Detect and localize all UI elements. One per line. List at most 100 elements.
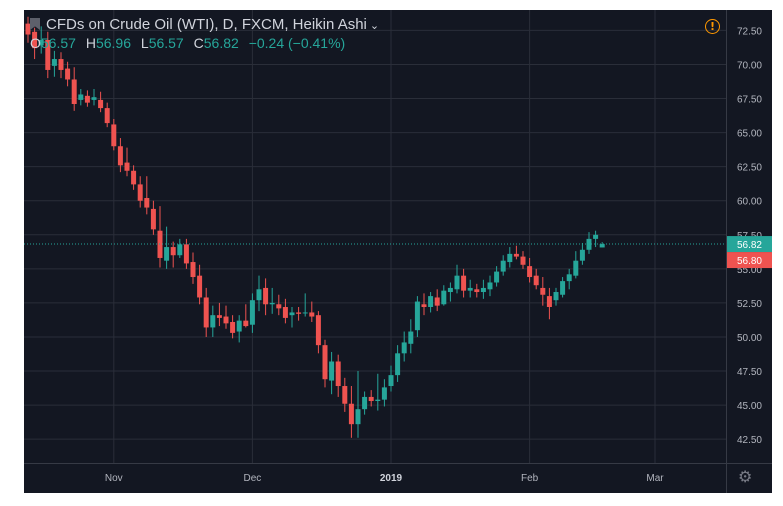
candle-body xyxy=(282,307,288,318)
candle-body xyxy=(487,282,493,290)
y-tick-label: 52.50 xyxy=(737,299,762,310)
chevron-down-icon[interactable]: ⌄ xyxy=(369,20,380,32)
candle-body xyxy=(249,300,255,325)
ohlc-values: O56.57 H56.96 L56.57 C56.82 −0.24 (−0.41… xyxy=(30,35,379,51)
y-tick-label: 72.50 xyxy=(737,26,762,37)
candle-body xyxy=(527,266,533,278)
candle-body xyxy=(177,244,183,256)
candle-body xyxy=(566,274,572,282)
last-price-tag-label: 56.82 xyxy=(737,240,762,251)
candle-body xyxy=(164,247,170,261)
y-tick-label: 62.50 xyxy=(737,163,762,174)
candle-body xyxy=(579,249,585,261)
candle-body xyxy=(408,331,414,344)
candle-body xyxy=(91,97,97,100)
candle-body xyxy=(421,304,427,308)
candle-body xyxy=(190,262,196,278)
candle-body xyxy=(25,23,31,35)
candle-body xyxy=(454,275,460,290)
candle-body xyxy=(474,289,480,293)
candle-body xyxy=(124,162,130,171)
candle-body xyxy=(428,296,434,308)
candle-body xyxy=(362,396,368,410)
candle-body xyxy=(560,281,566,295)
x-tick-label: Nov xyxy=(105,473,123,484)
symbol-title[interactable]: CFDs on Crude Oil (WTI), D, FXCM, Heikin… xyxy=(46,16,367,33)
prev-price-tag-label: 56.80 xyxy=(737,256,762,267)
candle-body xyxy=(375,399,381,402)
candle-body xyxy=(381,387,387,400)
y-tick-label: 67.50 xyxy=(737,95,762,106)
candle-body xyxy=(32,31,38,49)
close-label: C xyxy=(193,35,204,51)
candle-body xyxy=(388,375,394,387)
chart-legend: CFDs on Crude Oil (WTI), D, FXCM, Heikin… xyxy=(30,16,379,51)
open-value: 56.57 xyxy=(40,35,76,51)
candle-body xyxy=(480,287,486,293)
candle-body xyxy=(540,287,546,295)
gear-icon[interactable]: ⚙ xyxy=(738,467,753,486)
candle-body xyxy=(269,302,275,305)
candle-body xyxy=(137,184,143,201)
x-tick-label: 2019 xyxy=(380,473,403,484)
high-value: 56.96 xyxy=(95,35,131,51)
y-tick-label: 50.00 xyxy=(737,333,762,344)
candle-body xyxy=(104,108,110,124)
candle-body xyxy=(309,312,315,317)
candle-body xyxy=(150,208,156,230)
candle-body xyxy=(329,361,335,381)
y-tick-label: 45.00 xyxy=(737,401,762,412)
candle-body xyxy=(315,315,321,346)
candle-body xyxy=(84,95,90,103)
candle-body xyxy=(368,396,374,402)
candle-body xyxy=(322,345,328,380)
candle-body xyxy=(236,320,242,332)
candle-body xyxy=(230,321,236,333)
candle-body xyxy=(467,287,473,291)
candle-body xyxy=(348,403,354,425)
y-tick-label: 60.00 xyxy=(737,197,762,208)
candle-body xyxy=(78,94,84,100)
candle-body xyxy=(355,409,361,425)
candle-body xyxy=(599,244,605,248)
candle-body xyxy=(210,315,216,328)
candle-body xyxy=(500,260,506,272)
candle-body xyxy=(263,287,269,305)
close-value: 56.82 xyxy=(203,35,239,51)
candle-body xyxy=(243,320,249,327)
low-label: L xyxy=(140,35,149,51)
candle-body xyxy=(302,312,308,314)
candle-body xyxy=(51,59,57,66)
candle-body xyxy=(131,170,137,185)
price-chart[interactable]: 72.5070.0067.5065.0062.5060.0057.5055.00… xyxy=(24,10,772,493)
candle-body xyxy=(296,312,302,314)
candle-body xyxy=(573,260,579,276)
candle-body xyxy=(593,234,599,239)
candle-body xyxy=(71,79,77,105)
candle-body xyxy=(223,316,229,324)
candle-body xyxy=(335,361,341,387)
candle-body xyxy=(395,353,401,376)
flag-icon[interactable] xyxy=(30,18,40,30)
change-value: −0.24 (−0.41%) xyxy=(248,35,346,51)
y-tick-label: 42.50 xyxy=(737,435,762,446)
y-tick-label: 70.00 xyxy=(737,60,762,71)
candle-body xyxy=(513,253,519,257)
candle-body xyxy=(289,312,295,316)
candle-body xyxy=(197,275,203,298)
legend-title-row[interactable]: CFDs on Crude Oil (WTI), D, FXCM, Heikin… xyxy=(30,16,379,33)
candle-body xyxy=(414,301,420,331)
candle-body xyxy=(45,39,51,70)
candle-body xyxy=(447,287,453,293)
chart-frame[interactable]: 72.5070.0067.5065.0062.5060.0057.5055.00… xyxy=(24,10,772,493)
candle-body xyxy=(216,315,222,318)
candle-body xyxy=(441,290,447,305)
candle-body xyxy=(342,386,348,404)
y-tick-label: 47.50 xyxy=(737,367,762,378)
candle-body xyxy=(111,124,117,147)
candle-body xyxy=(507,253,513,263)
candle-body xyxy=(520,256,526,265)
warning-icon[interactable]: ! xyxy=(705,19,720,34)
candle-body xyxy=(183,244,189,264)
candle-body xyxy=(38,39,44,46)
